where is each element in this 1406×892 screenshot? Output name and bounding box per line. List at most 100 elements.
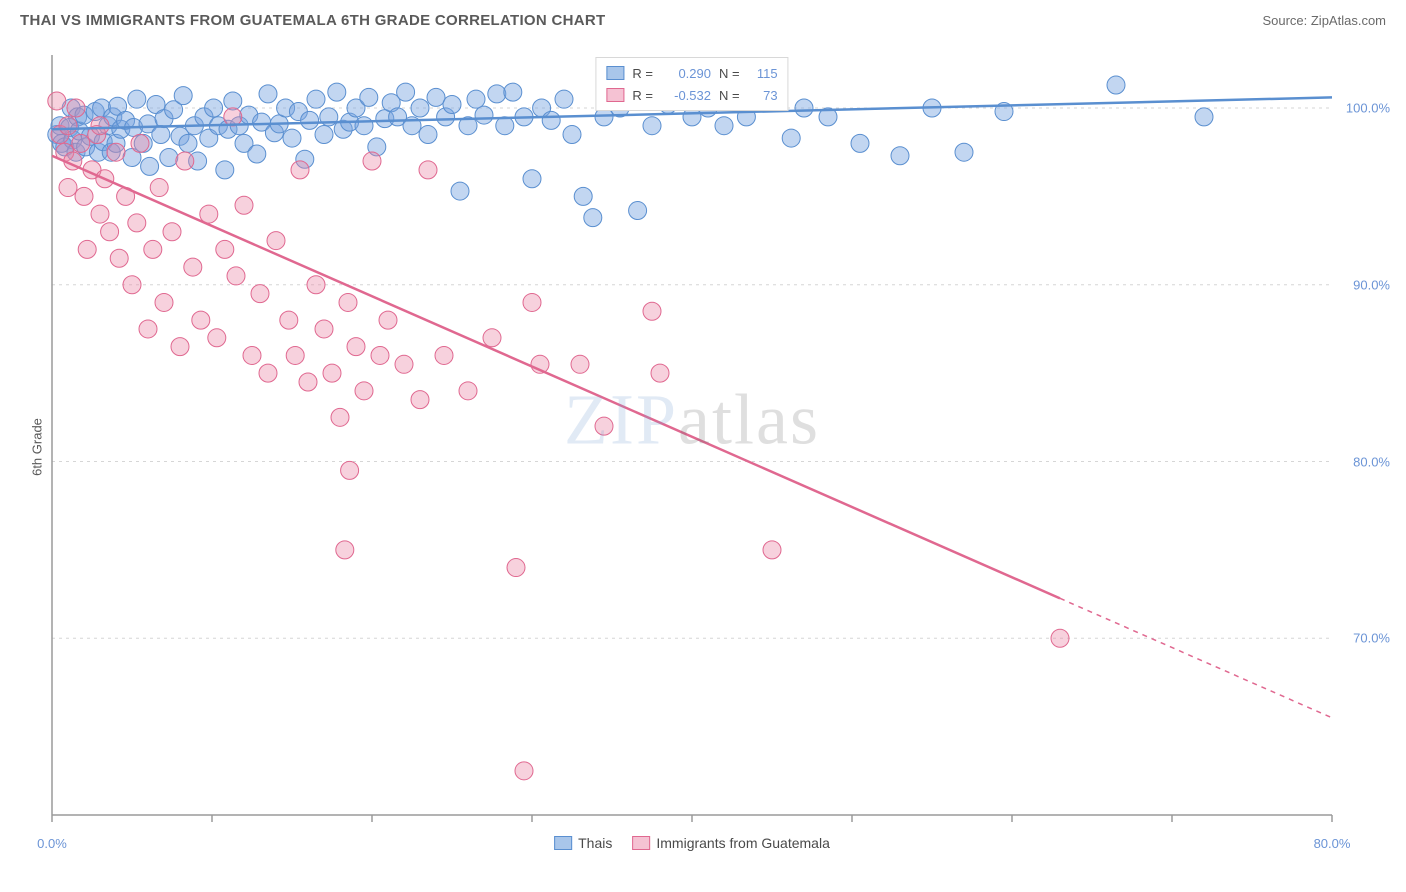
data-point (227, 267, 245, 285)
data-point (67, 99, 85, 117)
data-point (419, 161, 437, 179)
data-point (163, 223, 181, 241)
data-point (171, 338, 189, 356)
x-tick-label: 0.0% (37, 836, 67, 851)
data-point (283, 129, 301, 147)
data-point (595, 417, 613, 435)
trend-line-extrapolated (1060, 598, 1332, 717)
data-point (307, 90, 325, 108)
data-point (224, 108, 242, 126)
data-point (379, 311, 397, 329)
data-point (574, 187, 592, 205)
data-point (1051, 629, 1069, 647)
legend-swatch (554, 836, 572, 850)
data-point (101, 223, 119, 241)
y-tick-label: 90.0% (1353, 277, 1390, 292)
data-point (523, 170, 541, 188)
data-point (419, 126, 437, 144)
data-point (504, 83, 522, 101)
data-point (200, 205, 218, 223)
y-tick-label: 70.0% (1353, 631, 1390, 646)
y-tick-label: 100.0% (1346, 101, 1390, 116)
data-point (355, 382, 373, 400)
data-point (459, 382, 477, 400)
data-point (851, 134, 869, 152)
data-point (336, 541, 354, 559)
data-point (75, 187, 93, 205)
y-tick-label: 80.0% (1353, 454, 1390, 469)
data-point (280, 311, 298, 329)
data-point (488, 85, 506, 103)
data-point (542, 111, 560, 129)
data-point (128, 90, 146, 108)
data-point (160, 149, 178, 167)
legend-stats-row: R =-0.532 N =73 (606, 84, 777, 106)
data-point (443, 95, 461, 113)
data-point (328, 83, 346, 101)
data-point (323, 364, 341, 382)
data-point (475, 106, 493, 124)
data-point (371, 346, 389, 364)
data-point (584, 209, 602, 227)
data-point (782, 129, 800, 147)
legend-stats-row: R =0.290 N =115 (606, 62, 777, 84)
data-point (523, 293, 541, 311)
chart-title: THAI VS IMMIGRANTS FROM GUATEMALA 6TH GR… (20, 12, 606, 29)
data-point (411, 391, 429, 409)
data-point (397, 83, 415, 101)
data-point (643, 117, 661, 135)
data-point (176, 152, 194, 170)
legend-item: Thais (554, 835, 612, 851)
data-point (629, 202, 647, 220)
data-point (571, 355, 589, 373)
data-point (301, 111, 319, 129)
legend-swatch (606, 66, 624, 80)
data-point (107, 143, 125, 161)
data-point (555, 90, 573, 108)
data-point (192, 311, 210, 329)
data-point (347, 338, 365, 356)
plot-region: ZIPatlas 70.0%80.0%90.0%100.0%0.0%80.0% … (52, 55, 1332, 815)
data-point (184, 258, 202, 276)
x-tick-label: 80.0% (1314, 836, 1351, 851)
data-point (59, 117, 77, 135)
legend-swatch (632, 836, 650, 850)
data-point (216, 161, 234, 179)
data-point (235, 196, 253, 214)
data-point (315, 126, 333, 144)
data-point (152, 126, 170, 144)
y-axis-label: 6th Grade (29, 418, 44, 476)
data-point (307, 276, 325, 294)
data-point (651, 364, 669, 382)
data-point (150, 179, 168, 197)
chart-header: THAI VS IMMIGRANTS FROM GUATEMALA 6TH GR… (0, 0, 1406, 37)
data-point (891, 147, 909, 165)
legend-series: ThaisImmigrants from Guatemala (554, 835, 830, 851)
data-point (205, 99, 223, 117)
data-point (224, 92, 242, 110)
data-point (411, 99, 429, 117)
data-point (131, 134, 149, 152)
data-point (144, 240, 162, 258)
data-point (395, 355, 413, 373)
data-point (139, 320, 157, 338)
data-point (483, 329, 501, 347)
legend-swatch (606, 88, 624, 102)
data-point (155, 293, 173, 311)
data-point (451, 182, 469, 200)
data-point (179, 134, 197, 152)
data-point (643, 302, 661, 320)
data-point (248, 145, 266, 163)
data-point (496, 117, 514, 135)
data-point (507, 559, 525, 577)
chart-area: 6th Grade ZIPatlas 70.0%80.0%90.0%100.0%… (0, 37, 1406, 857)
data-point (123, 276, 141, 294)
data-point (110, 249, 128, 267)
data-point (259, 364, 277, 382)
data-point (243, 346, 261, 364)
data-point (286, 346, 304, 364)
data-point (128, 214, 146, 232)
data-point (174, 87, 192, 105)
data-point (563, 126, 581, 144)
data-point (291, 161, 309, 179)
